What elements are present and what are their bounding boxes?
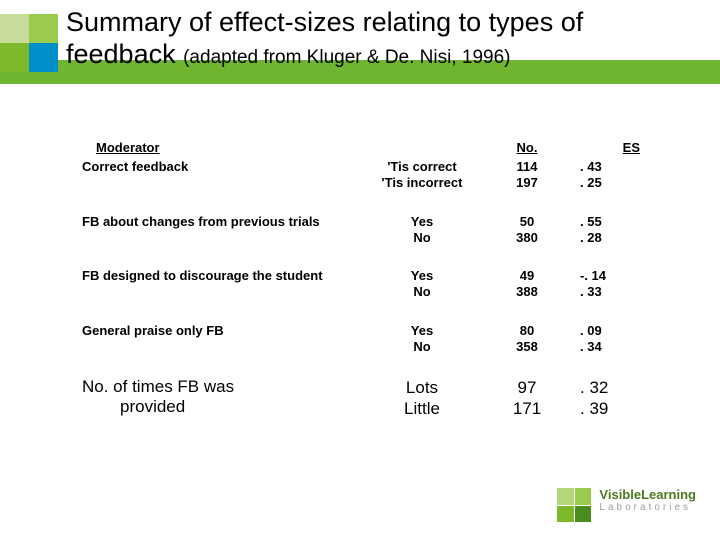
row-cond: YesNo [362,268,482,301]
row-cond: 'Tis correct'Tis incorrect [362,159,482,192]
title-line2a: feedback [66,39,176,69]
row-es: . 32 . 39 [572,377,652,420]
logo-line1: VisibleLearning [599,488,696,502]
header-moderator: Moderator [82,140,362,155]
row-no: 97 171 [482,377,572,420]
row-cond: YesNo [362,323,482,356]
row-label: FB about changes from previous trials [82,214,362,229]
table-region: Moderator No. ES Correct feedback'Tis co… [82,140,682,442]
square-br [29,43,58,72]
row-label: FB designed to discourage the student [82,268,362,283]
table-row: General praise only FBYesNo80358. 09. 34 [82,323,682,356]
logo-text: VisibleLearning Laboratories [599,488,696,513]
row-cond: YesNo [362,214,482,247]
logo-line2: Laboratories [599,502,696,513]
table-row: No. of times FB was provided Lots Little… [82,377,682,420]
table-row: FB about changes from previous trialsYes… [82,214,682,247]
last-label2: provided [82,397,362,417]
cond-a: Lots [362,377,482,398]
header-es: ES [572,140,652,155]
row-no: 49388 [482,268,572,301]
row-label: No. of times FB was provided [82,377,362,418]
table-row: Correct feedback'Tis correct'Tis incorre… [82,159,682,192]
row-es: . 43. 25 [572,159,652,192]
table-header-row: Moderator No. ES [82,140,682,155]
cond-b: Little [362,398,482,419]
no-b: 171 [482,398,572,419]
row-es: -. 14. 33 [572,268,652,301]
logo-mark [557,488,591,522]
title-line2b: (adapted from Kluger & De. Nisi, 1996) [183,47,510,68]
logo-squares [0,14,58,72]
square-bl [0,43,29,72]
slide-header: Summary of effect-sizes relating to type… [0,0,720,92]
header-no: No. [482,140,572,155]
header-blank [362,140,482,155]
last-label1: No. of times FB was [82,377,362,397]
row-cond: Lots Little [362,377,482,420]
row-no: 50380 [482,214,572,247]
row-label: General praise only FB [82,323,362,338]
row-no: 80358 [482,323,572,356]
row-label: Correct feedback [82,159,362,174]
title-line1: Summary of effect-sizes relating to type… [66,7,583,37]
footer-logo: VisibleLearning Laboratories [557,488,696,522]
row-no: 114197 [482,159,572,192]
es-b: . 39 [580,398,652,419]
square-tl [0,14,29,43]
slide-title: Summary of effect-sizes relating to type… [66,6,583,71]
row-es: . 09. 34 [572,323,652,356]
no-a: 97 [482,377,572,398]
square-tr [29,14,58,43]
table-row: FB designed to discourage the studentYes… [82,268,682,301]
es-a: . 32 [580,377,652,398]
row-es: . 55. 28 [572,214,652,247]
